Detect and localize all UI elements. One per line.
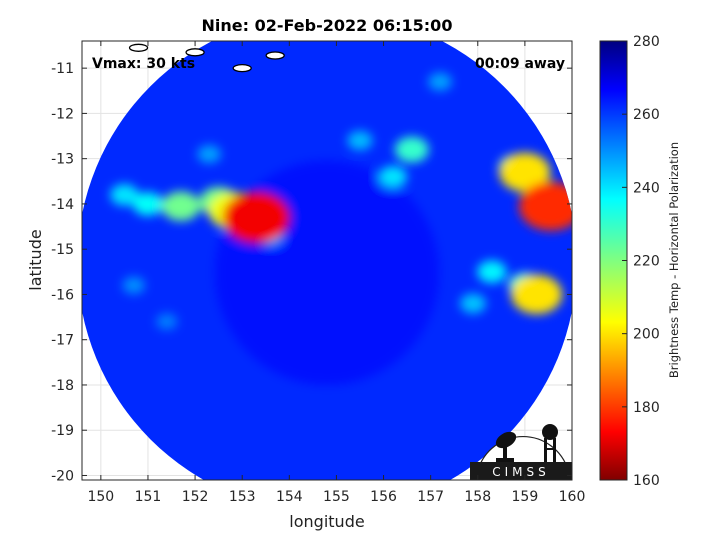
x-tick-label: 153 [229,489,256,505]
chart-title: Nine: 02-Feb-2022 06:15:00 [202,16,453,35]
x-tick-label: 152 [182,489,209,505]
y-tick-label: -16 [51,287,74,303]
convection-cell [156,313,178,330]
convection-cell [110,184,139,206]
x-tick-label: 155 [323,489,350,505]
colorbar-tick-label: 260 [633,107,660,123]
convection-cell [197,145,222,164]
coastlines [128,43,285,73]
logo-text: CIMSS [492,465,550,479]
colorbar-tick-label: 240 [633,180,660,196]
cimss-logo: CIMSS [470,424,572,480]
island-coastline [232,64,252,73]
convection-cell [122,276,146,295]
convection-cell [394,136,429,163]
x-tick-label: 156 [370,489,397,505]
convection-cell [378,165,408,188]
colorbar-label: Brightness Temp - Horizontal Polarizatio… [667,142,681,378]
colorbar-ticks: 280 260 240 220 200 180 160 [622,34,660,489]
convection-cell [499,152,551,192]
y-tick-label: -13 [51,152,74,168]
x-tick-label: 157 [417,489,444,505]
y-axis-label: latitude [26,229,45,290]
y-tick-label: -14 [51,197,74,213]
water-tower-icon [542,424,558,462]
y-tick-label: -17 [51,333,74,349]
y-tick-label: -19 [51,423,74,439]
convection-cell [347,130,373,151]
x-axis-label: longitude [289,512,364,531]
y-tick-label: -15 [51,242,74,258]
x-tick-label: 151 [135,489,162,505]
satellite-dish-icon [495,431,517,462]
convection-features [110,72,572,386]
convection-cell [428,72,452,91]
island-coastline [128,43,149,52]
convection-cell [477,260,507,284]
convection-cell [222,191,290,244]
colorbar-tick-label: 280 [633,34,660,50]
colorbar-tick-label: 160 [633,473,660,489]
y-tick-label: -18 [51,378,74,394]
swath-layer [82,41,572,480]
time-away-annotation: 00:09 away [475,56,565,72]
vmax-annotation: Vmax: 30 kts [92,56,195,72]
colorbar-tick-label: 200 [633,327,660,343]
convection-cell [460,293,487,314]
axes-frame [81,40,573,481]
x-tick-label: 150 [87,489,114,505]
x-axis-ticks: 150 151 152 153 154 155 156 157 158 159 160 [87,41,585,505]
colorbar-tick-label: 220 [633,254,660,270]
convection-cell [518,181,572,231]
convection-cell [161,191,201,221]
logo-bar [470,462,572,480]
convection-cell [511,274,563,315]
convection-cell [132,192,164,216]
y-tick-label: -11 [51,61,74,77]
y-tick-label: -12 [51,106,74,122]
colorbar-tick-label: 180 [633,400,660,416]
colorbar: 280 260 240 220 200 180 160 Brightness Temp - … [599,34,681,489]
x-tick-label: 159 [512,489,539,505]
y-tick-label: -20 [51,468,74,484]
y-axis-ticks: -11 -12 -13 -14 -15 -16 -17 -18 -19 -20 [51,61,572,484]
island-coastline [185,48,205,57]
x-tick-label: 154 [276,489,303,505]
x-tick-label: 160 [559,489,586,505]
island-coastline [265,51,285,60]
x-tick-label: 158 [464,489,491,505]
